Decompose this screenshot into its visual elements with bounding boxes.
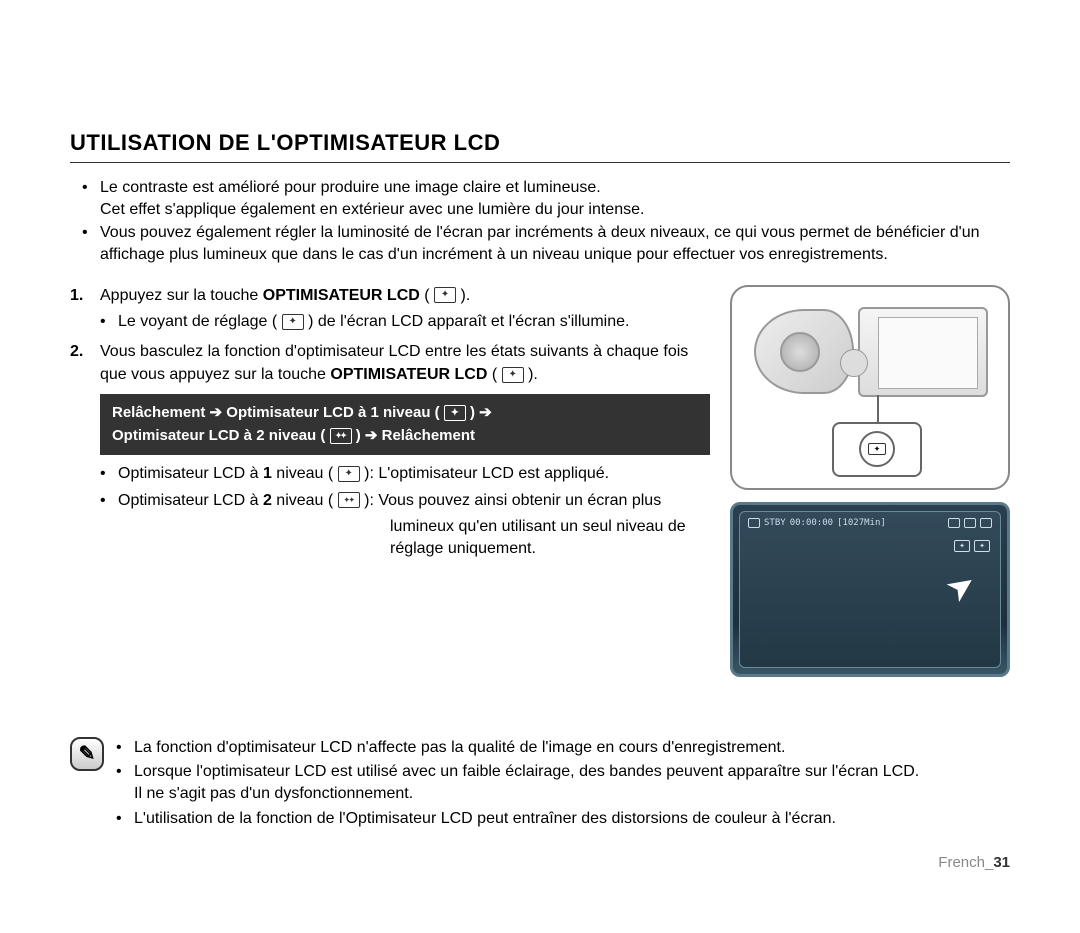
remain-label: [1027Min]	[837, 518, 886, 528]
cursor-arrow-icon: ➤	[938, 562, 984, 611]
optimiser-icon	[434, 287, 456, 303]
level-2-cont1: lumineux qu'en utilisant un seul niveau …	[118, 516, 710, 538]
step-2-text-c: (	[487, 366, 497, 383]
step-1-text-c: (	[420, 287, 430, 304]
intro-bullet-1: Le contraste est amélioré pour produire …	[100, 177, 1010, 222]
lcd-optimiser-indicators	[954, 540, 990, 552]
level-2-c: niveau (	[272, 492, 333, 509]
illustrations-column: STBY 00:00:00 [1027Min] ➤	[730, 285, 1010, 677]
camera-flip-screen	[858, 307, 988, 397]
level-2-a: Optimisateur LCD à	[118, 492, 263, 509]
lcd-preview: STBY 00:00:00 [1027Min] ➤	[730, 502, 1010, 677]
note-2: Lorsque l'optimisateur LCD est utilisé a…	[116, 761, 1010, 806]
level-1-d: ): L'optimisateur LCD est appliqué.	[364, 465, 609, 482]
optimiser-icon	[282, 314, 304, 330]
intro-b1-line1: Le contraste est amélioré pour produire …	[100, 179, 601, 196]
level-1-b: 1	[263, 465, 272, 482]
note-3: L'utilisation de la fonction de l'Optimi…	[116, 808, 1010, 830]
lcd-inner: STBY 00:00:00 [1027Min] ➤	[739, 511, 1001, 668]
note-icon: ✎	[70, 737, 104, 771]
level-2-row: Optimisateur LCD à 2 niveau ( ): Vous po…	[118, 490, 710, 512]
footer-lang: French	[938, 854, 985, 871]
step-2-text-d: ).	[528, 366, 538, 383]
step-1-text-b: OPTIMISATEUR LCD	[263, 287, 420, 304]
level-1-a: Optimisateur LCD à	[118, 465, 263, 482]
record-mode-icon	[748, 518, 760, 528]
cycle-l1b: ) ➔	[470, 404, 492, 421]
optimiser-icon	[338, 466, 360, 482]
optimiser-icon-double	[330, 428, 352, 444]
step-2-number: 2.	[70, 341, 83, 363]
cycle-l2a: Optimisateur LCD à 2 niveau (	[112, 427, 325, 444]
storage-in-icon	[948, 518, 960, 528]
camera-diagram	[730, 285, 1010, 490]
steps-column: 1. Appuyez sur la touche OPTIMISATEUR LC…	[70, 285, 710, 677]
intro-b1-line2: Cet effet s'applique également en extéri…	[100, 201, 644, 218]
page-title: UTILISATION DE L'OPTIMISATEUR LCD	[70, 130, 1010, 156]
lcd-status-bar: STBY 00:00:00 [1027Min]	[748, 518, 992, 528]
optimiser-icon-double	[338, 492, 360, 508]
stby-label: STBY	[764, 518, 786, 528]
button-callout	[832, 422, 922, 477]
step-2-text-b: OPTIMISATEUR LCD	[330, 366, 487, 383]
step-2: 2. Vous basculez la fonction d'optimisat…	[70, 341, 710, 386]
step-1-sub-b: ) de l'écran LCD apparaît et l'écran s'i…	[308, 313, 629, 330]
camera-lens	[780, 332, 820, 372]
step-1-text-a: Appuyez sur la touche	[100, 287, 263, 304]
note-2b: Il ne s'agit pas d'un dysfonctionnement.	[134, 785, 413, 802]
intro-bullet-2: Vous pouvez également régler la luminosi…	[100, 222, 1010, 267]
notes-section: ✎ La fonction d'optimisateur LCD n'affec…	[70, 737, 1010, 833]
step-1-text-d: ).	[460, 287, 470, 304]
optimiser-indicator-1	[954, 540, 970, 552]
time-label: 00:00:00	[790, 518, 833, 528]
footer-page-number: 31	[993, 854, 1010, 871]
level-1-row: Optimisateur LCD à 1 niveau ( ): L'optim…	[118, 463, 710, 485]
level-1-c: niveau (	[272, 465, 333, 482]
battery-icon	[964, 518, 976, 528]
cycle-sequence-bar: Relâchement ➔ Optimisateur LCD à 1 nivea…	[100, 394, 710, 455]
step-1-sub: Le voyant de réglage ( ) de l'écran LCD …	[100, 311, 710, 333]
optimiser-icon	[502, 367, 524, 383]
intro-section: Le contraste est amélioré pour produire …	[70, 177, 1010, 267]
note-1: La fonction d'optimisateur LCD n'affecte…	[116, 737, 1010, 759]
page-footer: French_31	[938, 854, 1010, 871]
camera-screen-inner	[878, 317, 978, 389]
camera-dpad	[840, 349, 868, 377]
step-1: 1. Appuyez sur la touche OPTIMISATEUR LC…	[70, 285, 710, 334]
optimiser-indicator-2	[974, 540, 990, 552]
optimiser-button-icon	[859, 431, 895, 467]
title-divider	[70, 162, 1010, 163]
optimiser-icon	[444, 405, 466, 421]
cycle-l2b: ) ➔ Relâchement	[356, 427, 475, 444]
level-2-b: 2	[263, 492, 272, 509]
level-list: Optimisateur LCD à 1 niveau ( ): L'optim…	[70, 463, 710, 561]
level-2-cont2: réglage uniquement.	[118, 538, 710, 560]
note-2a: Lorsque l'optimisateur LCD est utilisé a…	[134, 763, 919, 780]
step-1-number: 1.	[70, 285, 83, 307]
step-1-sub-a: Le voyant de réglage (	[118, 313, 277, 330]
level-2-d: ): Vous pouvez ainsi obtenir un écran pl…	[364, 492, 661, 509]
cycle-l1a: Relâchement ➔ Optimisateur LCD à 1 nivea…	[112, 404, 440, 421]
note-list: La fonction d'optimisateur LCD n'affecte…	[116, 737, 1010, 833]
mode-icon	[980, 518, 992, 528]
